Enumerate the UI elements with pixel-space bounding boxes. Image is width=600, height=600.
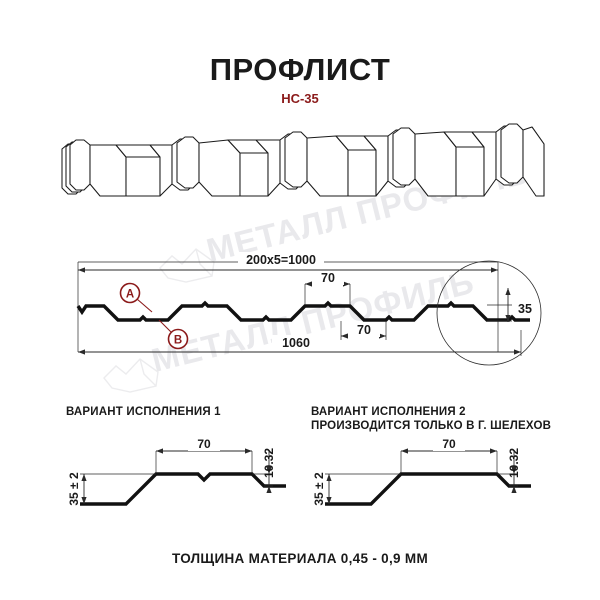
callout-b: B bbox=[158, 319, 189, 350]
variant-1-profile-line bbox=[80, 472, 286, 506]
variant-1-label-profile-height: 35 ± 2 bbox=[67, 472, 81, 506]
callout-a: A bbox=[119, 282, 153, 313]
dimension-label-overall-width: 1060 bbox=[282, 336, 310, 350]
variant-2-heading: ВАРИАНТ ИСПОЛНЕНИЯ 2 bbox=[311, 406, 466, 418]
variant-1-section: ВАРИАНТ ИСПОЛНЕНИЯ 1 70 10.32 bbox=[66, 406, 286, 506]
variant-2-section: ВАРИАНТ ИСПОЛНЕНИЯ 2 ПРОИЗВОДИТСЯ ТОЛЬКО… bbox=[311, 406, 551, 506]
page-title: ПРОФЛИСТ bbox=[210, 52, 391, 87]
variant-1-heading: ВАРИАНТ ИСПОЛНЕНИЯ 1 bbox=[66, 406, 221, 418]
detail-circle bbox=[436, 260, 542, 366]
cross-section-view: 200x5=1000 1060 70 bbox=[76, 252, 542, 366]
variant-2-dimension-flange-height: 10.32 bbox=[497, 448, 521, 493]
dimension-label-pitch-total: 200x5=1000 bbox=[246, 253, 316, 267]
dimension-label-profile-height: 35 bbox=[518, 302, 532, 316]
variant-2-dimension-top-width: 70 bbox=[400, 437, 498, 473]
dimension-profile-height: 35 bbox=[487, 288, 532, 322]
isometric-3d-profile-view bbox=[61, 123, 545, 197]
variant-2-dimension-profile-height: 35 ± 2 bbox=[312, 472, 401, 506]
variant-1-dimension-flange-height: 10.32 bbox=[252, 448, 276, 493]
dimension-pitch-total: 200x5=1000 bbox=[78, 252, 498, 273]
watermark-logo-icon-2 bbox=[103, 358, 159, 393]
variant-2-label-top-width: 70 bbox=[442, 437, 456, 451]
variant-2-label-profile-height: 35 ± 2 bbox=[312, 472, 326, 506]
callout-a-circle bbox=[119, 282, 141, 304]
cross-section-profile-line bbox=[76, 300, 530, 322]
corrugation-unit bbox=[279, 127, 497, 197]
variant-2-label-flange-height: 10.32 bbox=[507, 448, 521, 478]
variant-1-dimension-top-width: 70 bbox=[155, 437, 253, 473]
callout-b-circle bbox=[167, 328, 189, 350]
variant-1-label-flange-height: 10.32 bbox=[262, 448, 276, 478]
callout-a-label: A bbox=[126, 289, 134, 301]
variant-1-label-top-width: 70 bbox=[197, 437, 211, 451]
corrugation-unit-end bbox=[495, 123, 545, 197]
variant-1-dimension-profile-height: 35 ± 2 bbox=[67, 472, 156, 506]
corrugation-unit bbox=[61, 136, 281, 197]
dimension-rib-bottom-width: 70 bbox=[340, 321, 387, 340]
dimension-label-rib-top-width: 70 bbox=[321, 271, 335, 285]
variant-2-subheading: ПРОИЗВОДИТСЯ ТОЛЬКО В Г. ШЕЛЕХОВ bbox=[311, 420, 551, 432]
footer-material-thickness: ТОЛЩИНА МАТЕРИАЛА 0,45 - 0,9 ММ bbox=[172, 551, 428, 566]
dimension-rib-top-width: 70 bbox=[304, 271, 351, 305]
dimension-overall-width: 1060 bbox=[78, 330, 522, 356]
callout-b-label: B bbox=[174, 335, 182, 347]
dimension-label-rib-bottom-width: 70 bbox=[357, 323, 371, 337]
model-subtitle: НС-35 bbox=[281, 91, 319, 106]
